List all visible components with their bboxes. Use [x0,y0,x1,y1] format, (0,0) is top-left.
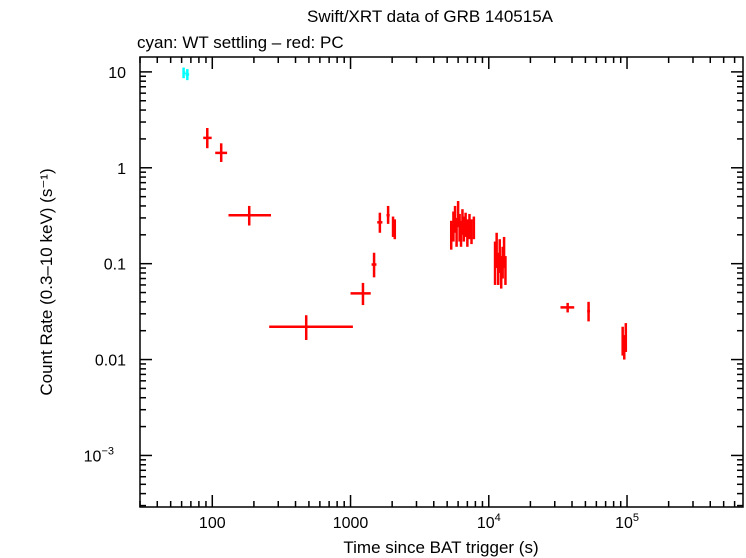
data-point [468,213,471,240]
x-axis-label: Time since BAT trigger (s) [343,538,538,557]
data-point [350,282,371,306]
plot-frame [139,56,744,508]
data-point [371,252,377,278]
data-point [215,143,228,162]
data-point [449,220,453,250]
chart-subtitle: cyan: WT settling – red: PC [137,33,344,52]
data-point [182,67,186,79]
data-point [560,302,575,313]
data-point [185,69,190,81]
data-point [269,315,353,340]
data-point [228,205,272,226]
data-point [624,323,628,352]
data-point [502,236,506,269]
y-axis-label: Count Rate (0.3–10 keV) (s⁻¹) [37,168,56,395]
x-tick-label: 105 [615,512,639,532]
data-point [377,212,383,233]
data-point [472,216,476,240]
data-point [466,219,469,247]
y-tick-label: 0.01 [95,353,126,370]
data-point [203,127,212,149]
y-tick-label: 10 [108,65,126,82]
x-tick-label: 1000 [333,515,369,532]
y-tick-label: 1 [117,161,126,178]
data-point [495,232,498,269]
x-tick-label: 100 [199,515,226,532]
data-point [504,256,507,285]
data-point [587,301,591,322]
data-point [393,219,397,240]
data-point [386,205,390,224]
data-point [462,216,466,242]
y-tick-label: 10−3 [84,445,114,465]
data-point [470,219,473,245]
data-point [455,217,458,247]
y-tick-label: 0.1 [104,257,126,274]
chart-title: Swift/XRT data of GRB 140515A [307,7,554,26]
x-tick-label: 104 [477,512,501,532]
